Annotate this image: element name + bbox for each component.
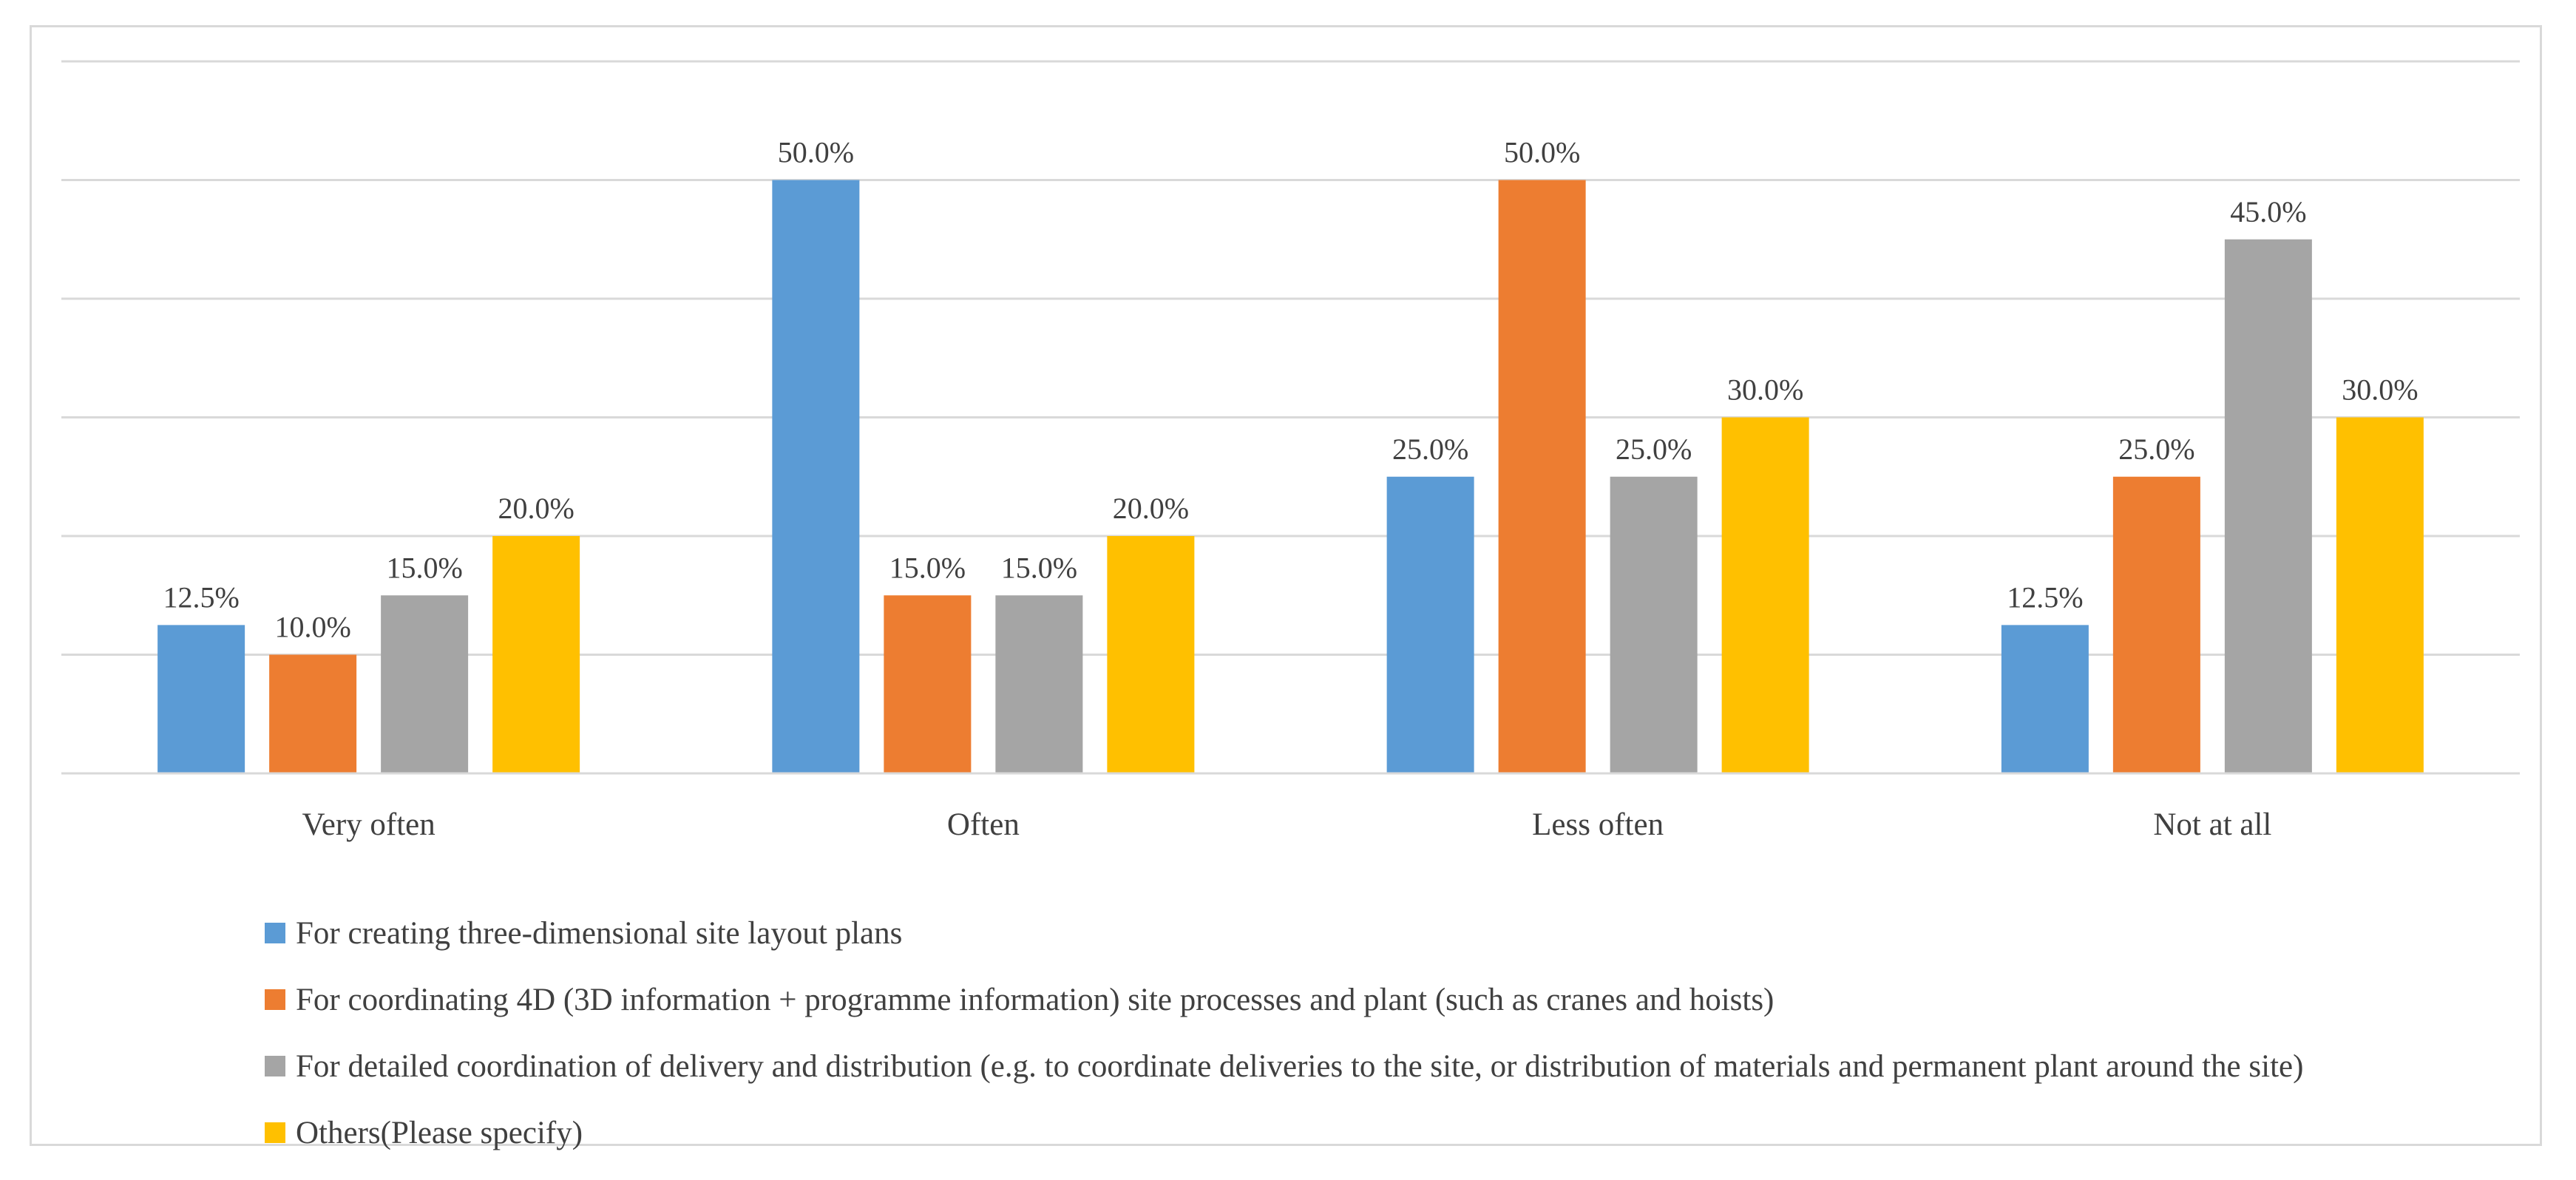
data-label: 30.0% <box>2342 373 2418 407</box>
bar <box>1721 417 1809 773</box>
data-label: 20.0% <box>498 492 574 525</box>
legend-swatch-series-1 <box>265 923 285 943</box>
bar <box>1610 476 1698 773</box>
bar <box>492 536 580 773</box>
data-label: 45.0% <box>2230 195 2306 228</box>
bar <box>157 625 245 773</box>
legend-item: For creating three-dimensional site layo… <box>265 900 2557 966</box>
bar <box>1107 536 1195 773</box>
legend-item: For detailed coordination of delivery an… <box>265 1033 2557 1099</box>
data-label: 15.0% <box>1001 551 1077 584</box>
legend-item: For coordinating 4D (3D information + pr… <box>265 966 2557 1033</box>
data-label: 15.0% <box>889 551 966 584</box>
bar <box>269 654 357 773</box>
data-label: 20.0% <box>1113 492 1189 525</box>
category-label: Very often <box>302 807 435 842</box>
category-axis-labels: Very often Often Less often Not at all <box>302 807 2271 842</box>
legend-label: Others(Please specify) <box>296 1115 583 1150</box>
data-label: 10.0% <box>274 611 350 644</box>
legend-label: For detailed coordination of delivery an… <box>296 1048 2304 1084</box>
data-label: 25.0% <box>1616 433 1692 466</box>
data-label: 12.5% <box>2007 580 2083 614</box>
legend-label: For creating three-dimensional site layo… <box>296 915 903 951</box>
bar <box>2112 476 2200 773</box>
category-label: Less often <box>1532 807 1664 842</box>
legend-swatch-series-2 <box>265 989 285 1010</box>
bar <box>2001 625 2089 773</box>
legend-swatch-series-4 <box>265 1122 285 1143</box>
data-label: 50.0% <box>1504 136 1580 169</box>
bar <box>1498 180 1586 773</box>
category-label: Not at all <box>2153 807 2271 842</box>
gridlines <box>61 60 2520 656</box>
legend: For creating three-dimensional site layo… <box>265 900 2557 1166</box>
legend-label: For coordinating 4D (3D information + pr… <box>296 982 1775 1017</box>
data-label: 15.0% <box>386 551 462 584</box>
legend-item: Others(Please specify) <box>265 1099 2557 1166</box>
bar <box>995 595 1083 773</box>
bar <box>884 595 972 773</box>
data-label: 50.0% <box>778 136 854 169</box>
bar <box>2336 417 2424 773</box>
bar-chart: 12.5% 10.0% 15.0% 20.0% 50.0% 15.0% 15.0% 20.0%… <box>61 60 2520 842</box>
data-labels: 12.5% 10.0% 15.0% 20.0% 50.0% 15.0% 15.0% 20.0%… <box>163 136 2418 644</box>
bar <box>1386 476 1474 773</box>
data-label: 30.0% <box>1727 373 1803 407</box>
bar <box>772 180 860 773</box>
data-label: 25.0% <box>1392 433 1468 466</box>
legend-swatch-series-3 <box>265 1056 285 1076</box>
bars <box>157 180 2424 773</box>
chart-frame: 12.5% 10.0% 15.0% 20.0% 50.0% 15.0% 15.0% 20.0%… <box>30 25 2542 1150</box>
bar <box>2224 239 2312 773</box>
data-label: 12.5% <box>163 580 239 614</box>
bar <box>381 595 469 773</box>
data-label: 25.0% <box>2118 433 2194 466</box>
category-label: Often <box>947 807 1020 842</box>
